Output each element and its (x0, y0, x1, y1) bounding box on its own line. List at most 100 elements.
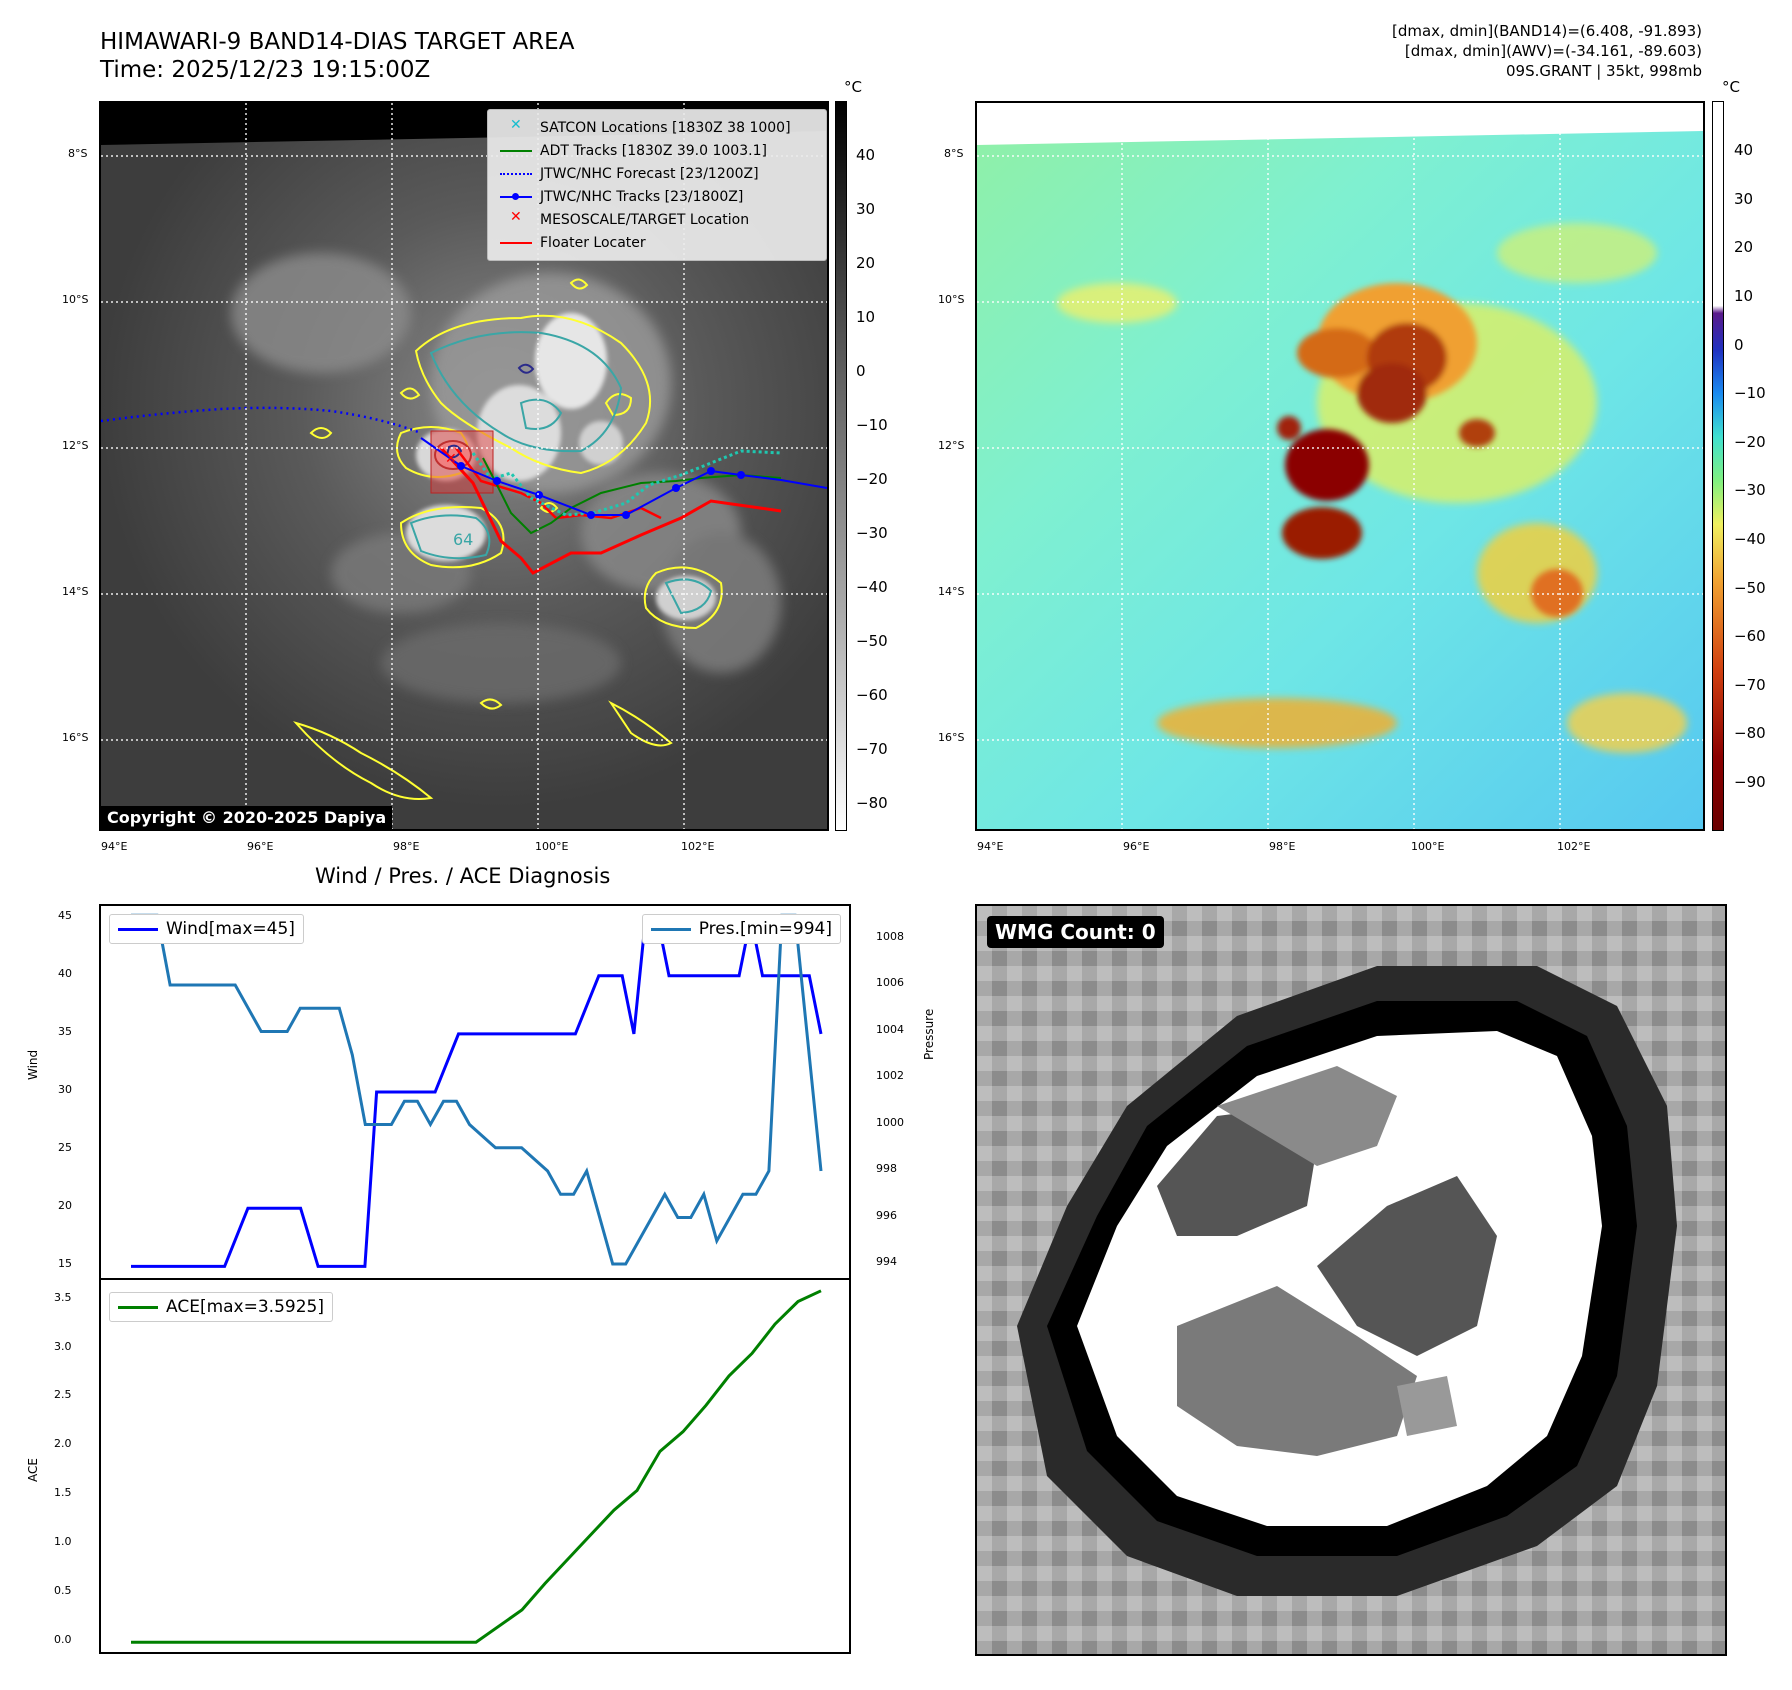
copyright-badge: Copyright © 2020-2025 Dapiya (101, 806, 393, 829)
color-colorbar-tick: −80 (1734, 724, 1766, 742)
ace-legend: ACE[max=3.5925] (109, 1292, 333, 1322)
color-colorbar-tick: −50 (1734, 579, 1766, 597)
x-marker-icon: ✕ (510, 117, 522, 133)
ace-tick-label: 2.5 (54, 1388, 72, 1402)
line-dot-icon (496, 185, 540, 208)
legend-floater: Floater Locater (496, 231, 818, 254)
legend-satcon: ✕ SATCON Locations [1830Z 38 1000] (496, 116, 818, 139)
gray-colorbar-tick: 40 (856, 146, 876, 164)
ace-tick-label: 3.0 (54, 1339, 72, 1353)
svg-text:✕: ✕ (445, 451, 457, 467)
wind-pressure-chart: Wind[max=45] Pres.[min=994] (99, 904, 851, 1280)
ace-tick-label: 2.0 (54, 1437, 72, 1451)
ir-color-map (975, 101, 1705, 831)
ace-series-line (131, 1289, 822, 1644)
lat-label: 10°S (938, 293, 965, 306)
lat-label: 8°S (68, 147, 88, 160)
wind-legend: Wind[max=45] (109, 914, 304, 944)
gray-colorbar-tick: −10 (856, 416, 888, 434)
wmg-image (977, 906, 1725, 1654)
pressure-tick-label: 1008 (876, 929, 904, 943)
wind-tick-label: 30 (58, 1083, 72, 1096)
color-colorbar-tick: −30 (1734, 481, 1766, 499)
line-icon (118, 1305, 158, 1309)
gray-colorbar-tick: −70 (856, 740, 888, 758)
wind-tick-label: 40 (58, 966, 72, 980)
wind-tick-label: 35 (58, 1024, 72, 1038)
lon-label: 94°E (101, 840, 128, 853)
wind-tick-label: 45 (58, 908, 72, 922)
lat-label: 10°S (62, 293, 89, 306)
ace-axis-label: ACE (26, 1458, 40, 1482)
diagnosis-title: Wind / Pres. / ACE Diagnosis (315, 864, 611, 888)
lon-label: 96°E (1123, 840, 1150, 853)
color-colorbar-tick: −60 (1734, 627, 1766, 645)
wind-series-line (131, 916, 823, 1268)
map-legend: ✕ SATCON Locations [1830Z 38 1000] ADT T… (487, 109, 827, 261)
lat-label: 8°S (944, 147, 964, 160)
color-colorbar-tick: 0 (1734, 336, 1744, 354)
color-colorbar-tick: 10 (1734, 287, 1754, 305)
ace-chart: ACE[max=3.5925] (99, 1278, 851, 1654)
wind-pressure-plot (131, 913, 823, 1268)
gray-colorbar-tick: 0 (856, 362, 866, 380)
lat-label: 16°S (62, 731, 89, 744)
lon-label: 100°E (535, 840, 569, 853)
lon-label: 96°E (247, 840, 274, 853)
gray-colorbar-tick: −20 (856, 470, 888, 488)
contour-label: 64 (453, 530, 473, 549)
ace-tick-label: 1.0 (54, 1535, 72, 1549)
line-icon (118, 927, 158, 931)
color-colorbar (1712, 101, 1724, 831)
lon-label: 102°E (681, 840, 715, 853)
color-colorbar-tick: 20 (1734, 238, 1754, 256)
legend-tracks: JTWC/NHC Tracks [23/1800Z] (496, 185, 818, 208)
ace-tick-label: 0.0 (54, 1633, 72, 1647)
wind-tick-label: 20 (58, 1199, 72, 1213)
info-awv: [dmax, dmin](AWV)=(-34.161, -89.603) (1404, 42, 1702, 60)
gray-colorbar-tick: 20 (856, 254, 876, 272)
gray-colorbar-tick: −80 (856, 794, 888, 812)
lon-label: 98°E (393, 840, 420, 853)
wmg-count-badge: WMG Count: 0 (987, 916, 1164, 948)
lat-label: 12°S (62, 439, 89, 452)
lon-label: 102°E (1557, 840, 1591, 853)
info-band14: [dmax, dmin](BAND14)=(6.408, -91.893) (1391, 22, 1702, 40)
lon-label: 94°E (977, 840, 1004, 853)
info-storm: 09S.GRANT | 35kt, 998mb (1505, 62, 1702, 80)
dotted-line-icon (496, 162, 540, 185)
figure-title: HIMAWARI-9 BAND14-DIAS TARGET AREA (100, 29, 575, 55)
pressure-series-line (131, 913, 823, 1266)
gray-colorbar-tick: −30 (856, 524, 888, 542)
gray-colorbar-tick: −60 (856, 686, 888, 704)
pressure-tick-label: 1002 (876, 1069, 904, 1083)
pressure-axis-label: Pressure (922, 1008, 936, 1060)
line-icon (650, 927, 691, 931)
lat-label: 14°S (62, 585, 89, 598)
pressure-tick-label: 1006 (876, 976, 904, 990)
pressure-legend: Pres.[min=994] (641, 914, 841, 944)
ir-color-image (977, 103, 1703, 829)
figure-time: Time: 2025/12/23 19:15:00Z (100, 57, 431, 83)
x-marker-icon: ✕ (510, 209, 522, 225)
gray-colorbar-tick: 10 (856, 308, 876, 326)
line-icon (496, 139, 540, 162)
ace-tick-label: 0.5 (54, 1584, 72, 1598)
legend-adt: ADT Tracks [1830Z 39.0 1003.1] (496, 139, 818, 162)
pressure-tick-label: 996 (876, 1208, 897, 1222)
gray-colorbar-tick: 30 (856, 200, 876, 218)
lon-label: 98°E (1269, 840, 1296, 853)
ace-tick-label: 3.5 (54, 1290, 72, 1304)
legend-target: ✕ MESOSCALE/TARGET Location (496, 208, 818, 231)
color-colorbar-tick: −90 (1734, 773, 1766, 791)
wind-tick-label: 25 (58, 1141, 72, 1155)
gray-colorbar-tick: −40 (856, 578, 888, 596)
ace-tick-label: 1.5 (54, 1486, 72, 1500)
ir-grayscale-map: 64 ✕ ✕ SATCON Locations [1830Z 38 1000] (99, 101, 829, 831)
color-colorbar-tick: −70 (1734, 676, 1766, 694)
legend-forecast: JTWC/NHC Forecast [23/1200Z] (496, 162, 818, 185)
lat-label: 12°S (938, 439, 965, 452)
color-colorbar-tick: −20 (1734, 433, 1766, 451)
ace-plot (131, 1289, 822, 1644)
lat-label: 14°S (938, 585, 965, 598)
